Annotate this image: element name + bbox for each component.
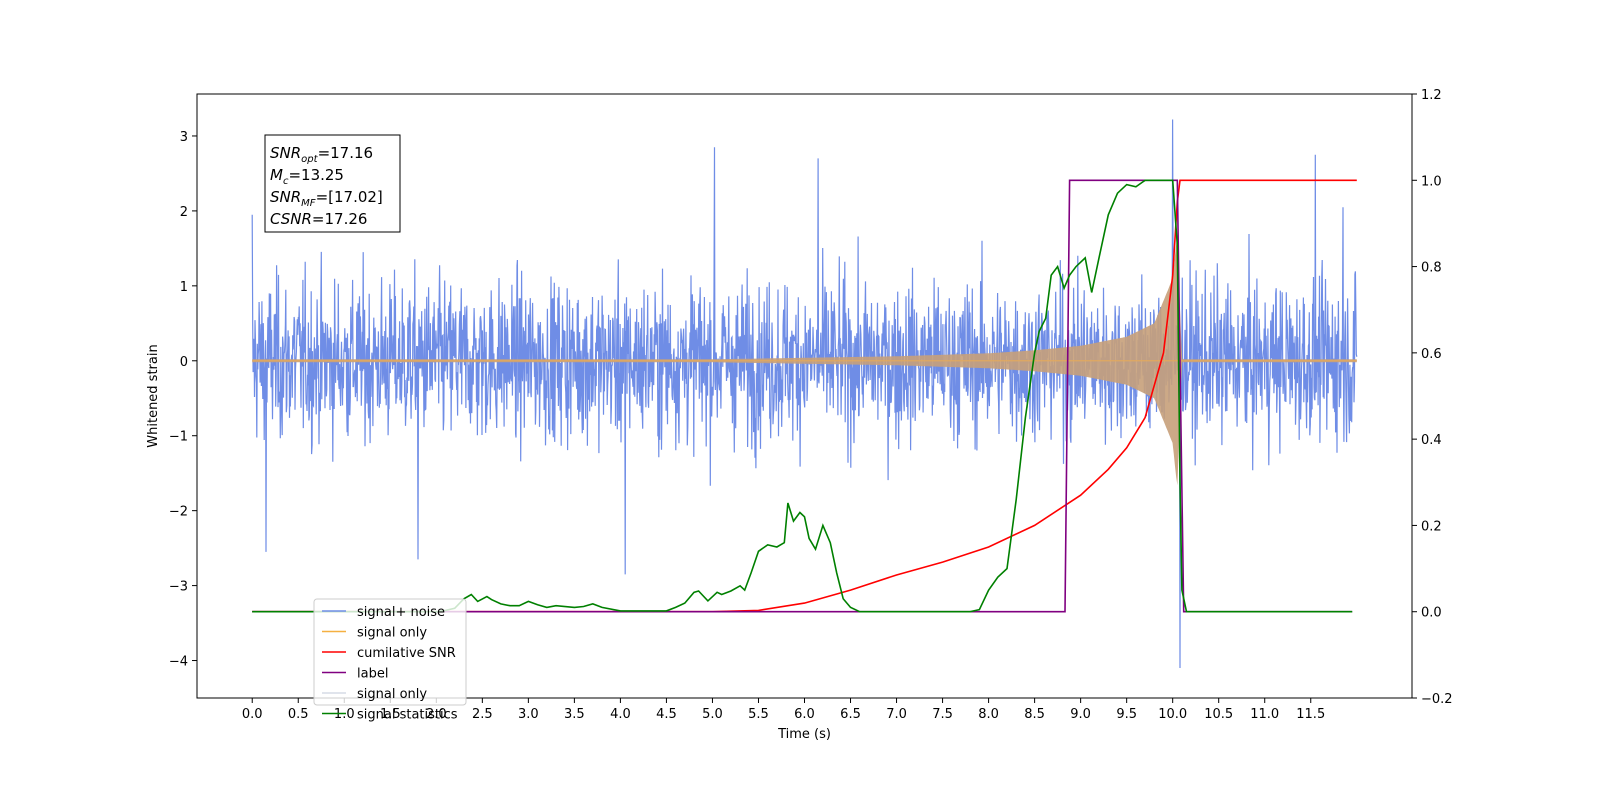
- annotation-line: CSNR=17.26: [270, 210, 367, 228]
- legend-entry: label: [357, 667, 388, 682]
- annotation-line: SNRMF=[17.02]: [270, 188, 383, 209]
- legend: signal+ noise signal only cumilative SNR la…: [313, 598, 467, 723]
- y-axis-ticks: −4 −3 −2 −1 0 1 2 3: [169, 130, 197, 670]
- x-tick-label: 7.5: [932, 707, 953, 722]
- x-tick-label: 1.5: [380, 707, 401, 722]
- x-tick-label: 6.5: [840, 707, 861, 722]
- x-tick-label: 7.0: [886, 707, 907, 722]
- y-tick-label: 1: [180, 280, 188, 295]
- x-tick-label: 6.0: [794, 707, 815, 722]
- x-tick-label: 10.0: [1158, 707, 1187, 722]
- y2-tick-label: 0.2: [1421, 519, 1442, 534]
- x-tick-label: 0.5: [288, 707, 309, 722]
- x-tick-label: 5.0: [702, 707, 723, 722]
- x-tick-label: 2.5: [472, 707, 493, 722]
- y-tick-label: 2: [180, 205, 188, 220]
- y-tick-label: 0: [180, 355, 188, 370]
- y2-tick-label: −0.2: [1421, 692, 1453, 707]
- y-tick-label: −1: [169, 430, 188, 445]
- x-tick-label: 8.5: [1024, 707, 1045, 722]
- x-tick-label: 2.0: [426, 707, 447, 722]
- legend-entry: signal+ noise: [357, 605, 445, 620]
- y-tick-label: 3: [180, 130, 188, 145]
- x-tick-label: 10.5: [1204, 707, 1233, 722]
- legend-entry: signal only: [357, 687, 427, 702]
- x-tick-label: 3.5: [564, 707, 585, 722]
- y2-axis-ticks: −0.2 0.0 0.2 0.4 0.6 0.8 1.0 1.2: [1412, 88, 1453, 707]
- x-tick-label: 8.0: [978, 707, 999, 722]
- y2-tick-label: 0.4: [1421, 433, 1442, 448]
- x-tick-label: 1.0: [334, 707, 355, 722]
- annotation-line: SNRopt=17.16: [270, 144, 373, 165]
- x-axis-ticks: 0.0 0.5 1.0 1.5 2.0 2.5 3.0 3.5 4.0 4.5 5.0 5.5 6.0 6…: [242, 698, 1325, 722]
- x-tick-label: 9.0: [1070, 707, 1091, 722]
- series-signal-noise: [251, 119, 1358, 669]
- series-signal-statistics: [252, 179, 1353, 613]
- y-tick-label: −2: [169, 505, 188, 520]
- x-tick-label: 4.5: [656, 707, 677, 722]
- x-tick-label: 4.0: [610, 707, 631, 722]
- x-tick-label: 0.0: [242, 707, 263, 722]
- x-tick-label: 3.0: [518, 707, 539, 722]
- annotation-frame: [264, 134, 401, 233]
- x-tick-label: 5.5: [748, 707, 769, 722]
- y2-tick-label: 0.0: [1421, 606, 1442, 621]
- legend-entry: signal only: [357, 626, 427, 641]
- legend-entry: cumilative SNR: [357, 646, 456, 661]
- series-cumilative-snr: [252, 179, 1357, 613]
- x-tick-label: 11.5: [1296, 707, 1325, 722]
- x-tick-label: 11.0: [1250, 707, 1279, 722]
- x-tick-label: 9.5: [1116, 707, 1137, 722]
- y2-tick-label: 1.0: [1421, 174, 1442, 189]
- x-axis-label: Time (s): [777, 727, 831, 742]
- y-tick-label: −4: [169, 655, 188, 670]
- y2-tick-label: 0.8: [1421, 261, 1442, 276]
- legend-frame: [313, 598, 467, 706]
- y2-tick-label: 0.6: [1421, 347, 1442, 362]
- plot-area: [251, 119, 1358, 669]
- y2-tick-label: 1.2: [1421, 88, 1442, 103]
- y-tick-label: −3: [169, 580, 188, 595]
- y-axis-label: Whitened strain: [146, 344, 161, 447]
- annotation-box: SNRopt=17.16Mc=13.25SNRMF=[17.02]CSNR=17…: [264, 134, 401, 233]
- legend-entry: signal statistics: [357, 708, 458, 723]
- series-signal-only: [252, 236, 1357, 486]
- annotation-line: Mc=13.25: [270, 166, 344, 187]
- noise-trace: [251, 119, 1358, 669]
